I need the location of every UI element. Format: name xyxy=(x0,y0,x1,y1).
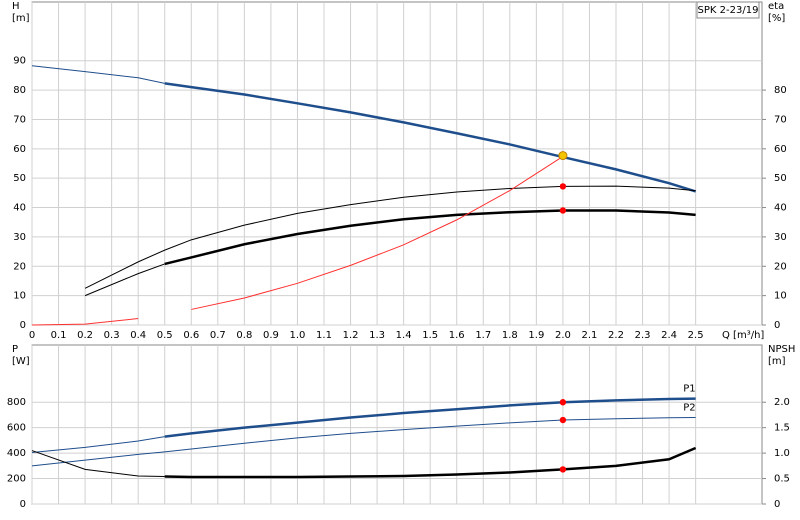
y2-tick-label: 0 xyxy=(774,499,780,510)
curve xyxy=(84,185,696,289)
y-axis-unit: [W] xyxy=(12,356,30,367)
curve xyxy=(164,446,697,479)
y-tick-label: 60 xyxy=(13,144,26,155)
y2-tick-label: 1.0 xyxy=(774,448,790,459)
curve xyxy=(84,263,165,297)
y2-axis-label: eta xyxy=(768,1,784,12)
y-tick-label: 80 xyxy=(13,85,26,96)
y2-tick-label: 10 xyxy=(774,291,787,302)
duty-point xyxy=(558,151,568,161)
y2-axis-label: NPSH xyxy=(768,344,795,355)
y2-tick-label: 40 xyxy=(774,203,787,214)
x-tick-label: 0 xyxy=(29,330,35,341)
y-tick-label: 400 xyxy=(7,448,26,459)
x-tick-label: 1.0 xyxy=(290,330,306,341)
x-tick-label: 1.6 xyxy=(449,330,465,341)
y-tick-label: 50 xyxy=(13,173,26,184)
x-tick-label: 1.9 xyxy=(528,330,544,341)
duty-point xyxy=(559,207,567,214)
curve xyxy=(31,65,165,84)
y-tick-label: 200 xyxy=(7,474,26,485)
x-axis-label: Q [m³/h] xyxy=(722,330,764,341)
y-tick-label: 40 xyxy=(13,203,26,214)
x-tick-label: 1.4 xyxy=(396,330,412,341)
y-tick-label: 800 xyxy=(7,397,26,408)
x-tick-label: 0.4 xyxy=(130,330,146,341)
curve xyxy=(31,417,696,467)
series-label: P2 xyxy=(683,403,695,414)
y-tick-label: 70 xyxy=(13,114,26,125)
y2-tick-label: 80 xyxy=(774,85,787,96)
title-box xyxy=(696,1,760,19)
y2-tick-label: 0 xyxy=(774,320,780,331)
plot-frame xyxy=(31,1,763,326)
x-tick-label: 0.7 xyxy=(210,330,226,341)
x-tick-label: 1.2 xyxy=(343,330,359,341)
duty-point xyxy=(559,416,567,424)
x-tick-label: 1.3 xyxy=(369,330,385,341)
y2-tick-label: 0.5 xyxy=(774,474,790,485)
curve xyxy=(164,397,696,438)
y2-tick-label: 20 xyxy=(774,261,787,272)
curve xyxy=(31,450,165,478)
duty-point xyxy=(559,183,567,190)
x-tick-label: 0.1 xyxy=(51,330,67,341)
x-tick-label: 0.3 xyxy=(104,330,120,341)
curve xyxy=(31,156,564,326)
y2-tick-label: 2.0 xyxy=(774,397,790,408)
y2-axis-unit: [m] xyxy=(768,356,786,367)
curve xyxy=(164,82,697,193)
duty-point xyxy=(559,466,567,473)
y2-tick-label: 50 xyxy=(774,173,787,184)
x-tick-label: 1.5 xyxy=(422,330,438,341)
x-tick-label: 2.4 xyxy=(661,330,677,341)
y-tick-label: 30 xyxy=(13,232,26,243)
plot-frame xyxy=(31,344,763,505)
chart-title: SPK 2-23/19 xyxy=(698,5,759,16)
curve xyxy=(164,209,696,266)
y2-tick-label: 30 xyxy=(774,232,787,243)
y2-tick-label: 1.5 xyxy=(774,423,790,434)
curve xyxy=(31,436,165,453)
y-tick-label: 600 xyxy=(7,423,26,434)
duty-point xyxy=(559,399,567,406)
y-tick-label: 20 xyxy=(13,261,26,272)
series-label: P1 xyxy=(683,384,695,395)
x-tick-label: 2.3 xyxy=(635,330,651,341)
x-tick-label: 1.1 xyxy=(316,330,332,341)
y-axis-unit: [m] xyxy=(12,13,30,24)
x-tick-label: 0.9 xyxy=(263,330,279,341)
y-axis-label: P xyxy=(12,344,18,355)
y-tick-label: 0 xyxy=(20,320,26,331)
y-tick-label: 90 xyxy=(13,56,26,67)
x-tick-label: 2.1 xyxy=(582,330,598,341)
y2-tick-label: 70 xyxy=(774,114,787,125)
x-tick-label: 2.0 xyxy=(555,330,571,341)
y2-tick-label: 60 xyxy=(774,144,787,155)
x-tick-label: 0.8 xyxy=(236,330,252,341)
x-tick-label: 2.2 xyxy=(608,330,624,341)
x-tick-label: 0.6 xyxy=(183,330,199,341)
x-tick-label: 0.5 xyxy=(157,330,173,341)
y-axis-label: H xyxy=(12,1,20,12)
y2-axis-unit: [%] xyxy=(768,13,785,24)
x-tick-label: 1.8 xyxy=(502,330,518,341)
x-tick-label: 1.7 xyxy=(475,330,491,341)
x-tick-label: 2.5 xyxy=(688,330,704,341)
y-tick-label: 10 xyxy=(13,291,26,302)
y-tick-label: 0 xyxy=(20,499,26,510)
x-tick-label: 0.2 xyxy=(77,330,93,341)
